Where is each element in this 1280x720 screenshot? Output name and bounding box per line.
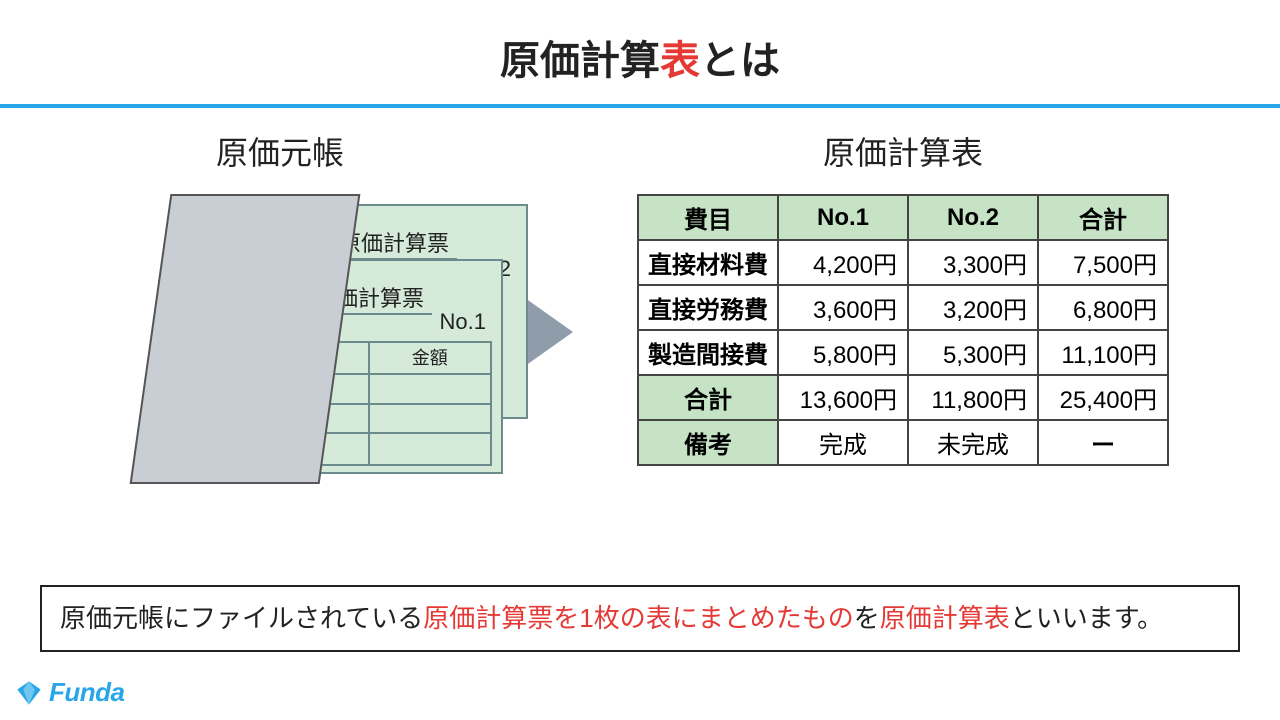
th-total: 合計 xyxy=(1038,195,1168,240)
left-heading: 原価元帳 xyxy=(216,128,344,174)
cell: ー xyxy=(1038,420,1168,465)
cell: 3,200円 xyxy=(908,285,1038,330)
cell: 5,800円 xyxy=(778,330,908,375)
row-label-total: 合計 xyxy=(638,375,778,420)
caption-box: 原価元帳にファイルされている原価計算票を1枚の表にまとめたものを原価計算表といい… xyxy=(40,585,1240,652)
table-row: 合計 13,600円 11,800円 25,400円 xyxy=(638,375,1168,420)
row-label: 製造間接費 xyxy=(638,330,778,375)
title-post: とは xyxy=(700,39,780,83)
mini-cell xyxy=(370,405,491,435)
cell: 11,800円 xyxy=(908,375,1038,420)
cell: 25,400円 xyxy=(1038,375,1168,420)
brand-logo: Funda xyxy=(15,677,125,708)
th-item: 費目 xyxy=(638,195,778,240)
caption-seg4: 原価計算表 xyxy=(880,603,1010,633)
brand-text: Funda xyxy=(49,677,125,708)
page-title: 原価計算表とは xyxy=(0,28,1280,86)
folder-diagram: 原価計算票 No.2 原価計算票 No.1 金額 xyxy=(80,194,480,484)
title-pre: 原価計算 xyxy=(500,39,660,83)
content-row: 原価元帳 原価計算票 No.2 原価計算票 No.1 金額 原価計算表 xyxy=(0,108,1280,484)
cell: 完成 xyxy=(778,420,908,465)
cell: 7,500円 xyxy=(1038,240,1168,285)
title-accent: 表 xyxy=(660,39,700,83)
mini-cell xyxy=(370,434,491,464)
row-label-note: 備考 xyxy=(638,420,778,465)
cell: 3,600円 xyxy=(778,285,908,330)
th-no1: No.1 xyxy=(778,195,908,240)
table-row: 備考 完成 未完成 ー xyxy=(638,420,1168,465)
right-heading: 原価計算表 xyxy=(823,128,983,174)
diamond-icon xyxy=(15,679,43,707)
cost-table: 費目 No.1 No.2 合計 直接材料費 4,200円 3,300円 7,50… xyxy=(637,194,1169,466)
row-label: 直接労務費 xyxy=(638,285,778,330)
caption-seg5: といいます。 xyxy=(1010,603,1163,633)
caption-seg1: 原価元帳にファイルされている xyxy=(60,603,423,633)
cell: 3,300円 xyxy=(908,240,1038,285)
mini-header-amount: 金額 xyxy=(370,343,491,375)
cell: 4,200円 xyxy=(778,240,908,285)
mini-cell xyxy=(370,375,491,405)
cell: 11,100円 xyxy=(1038,330,1168,375)
caption-seg3: を xyxy=(854,603,880,633)
table-row: 直接労務費 3,600円 3,200円 6,800円 xyxy=(638,285,1168,330)
cell: 13,600円 xyxy=(778,375,908,420)
row-label: 直接材料費 xyxy=(638,240,778,285)
table-row: 製造間接費 5,800円 5,300円 11,100円 xyxy=(638,330,1168,375)
table-header-row: 費目 No.1 No.2 合計 xyxy=(638,195,1168,240)
cell: 6,800円 xyxy=(1038,285,1168,330)
cell: 5,300円 xyxy=(908,330,1038,375)
arrow-right-icon xyxy=(525,298,573,366)
caption-seg2: 原価計算票を1枚の表にまとめたもの xyxy=(423,603,853,633)
left-column: 原価元帳 原価計算票 No.2 原価計算票 No.1 金額 xyxy=(45,128,515,484)
table-row: 直接材料費 4,200円 3,300円 7,500円 xyxy=(638,240,1168,285)
card-front-no: No.1 xyxy=(440,309,486,335)
th-no2: No.2 xyxy=(908,195,1038,240)
right-column: 原価計算表 費目 No.1 No.2 合計 直接材料費 4,200円 3,300… xyxy=(583,128,1223,466)
cell: 未完成 xyxy=(908,420,1038,465)
title-block: 原価計算表とは xyxy=(0,0,1280,108)
